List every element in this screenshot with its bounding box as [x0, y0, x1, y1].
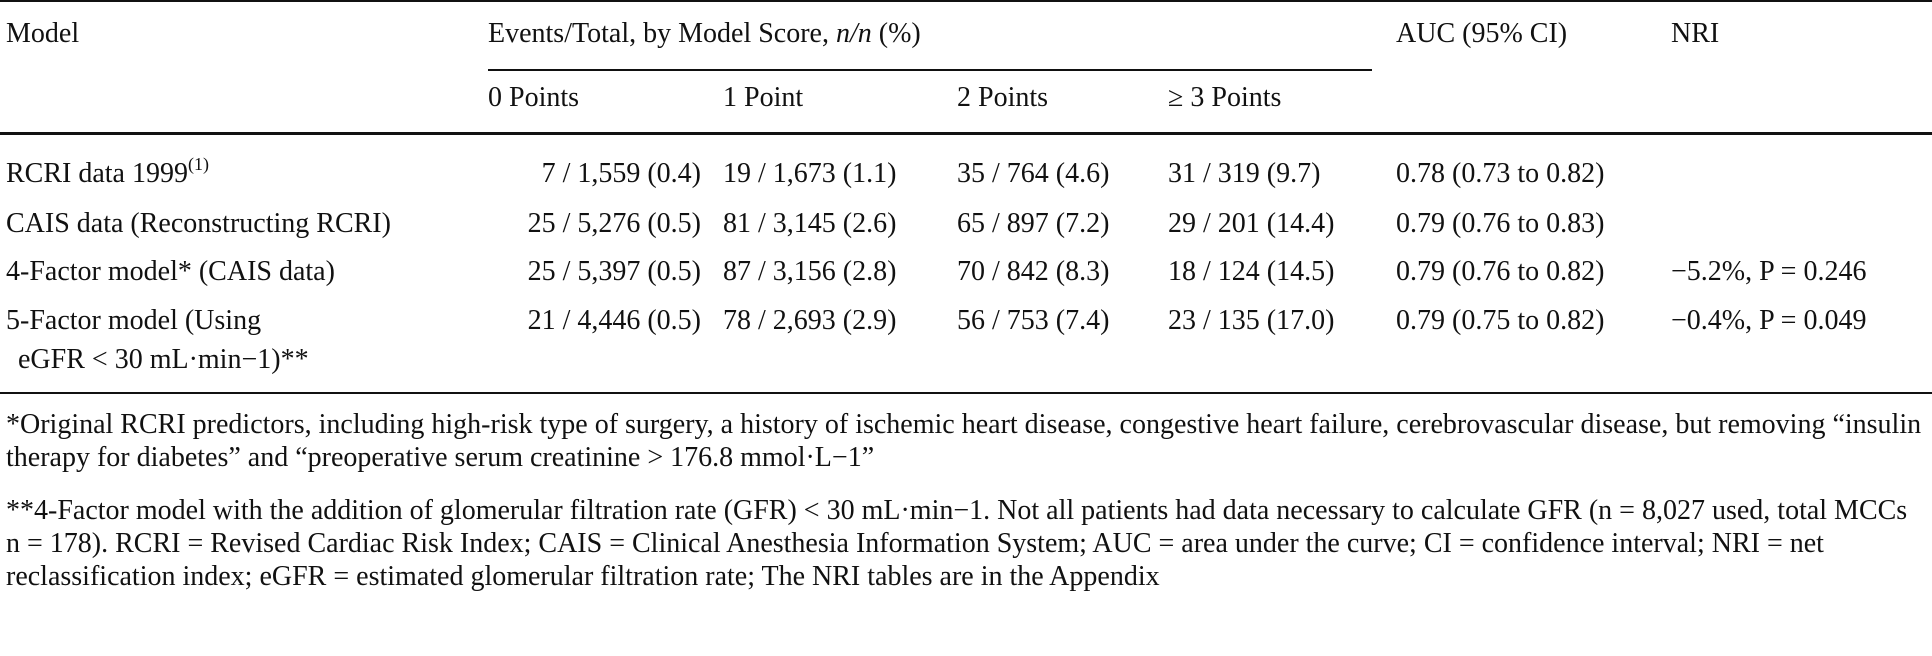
header-events-group: Events/Total, by Model Score, n/n (%)	[488, 18, 921, 49]
footnote-2: **4-Factor model with the addition of gl…	[6, 495, 1908, 592]
row-4-auc: 0.79 (0.75 to 0.82)	[1396, 305, 1605, 336]
row-2-cell-2: 65 / 897 (7.2)	[957, 208, 1110, 239]
row-3-cell-2: 70 / 842 (8.3)	[957, 256, 1110, 287]
row-3-model: 4-Factor model* (CAIS data)	[6, 256, 335, 287]
header-score-0: 0 Points	[488, 82, 580, 113]
body-bottom-rule	[0, 392, 1932, 394]
row-2-cell-0: 25 / 5,276 (0.5)	[527, 208, 701, 239]
row-3-nri: −5.2%, P = 0.246	[1671, 256, 1867, 287]
row-2-cell-1: 81 / 3,145 (2.6)	[723, 208, 897, 239]
header-score-2: 2 Points	[957, 82, 1049, 113]
row-1-cell-3: 31 / 319 (9.7)	[1168, 158, 1321, 189]
row-3-cell-0: 25 / 5,397 (0.5)	[527, 256, 701, 287]
header-auc: AUC (95% CI)	[1396, 18, 1568, 49]
row-3-cell-1: 87 / 3,156 (2.8)	[723, 256, 897, 287]
row-4-cell-0: 21 / 4,446 (0.5)	[527, 305, 701, 336]
row-2-model: CAIS data (Reconstructing RCRI)	[6, 208, 391, 239]
row-1-cell-2: 35 / 764 (4.6)	[957, 158, 1110, 189]
row-4-model-line2: eGFR < 30 mL·min−1)**	[18, 344, 309, 375]
row-1-cell-1: 19 / 1,673 (1.1)	[723, 158, 897, 189]
row-4-cell-1: 78 / 2,693 (2.9)	[723, 305, 897, 336]
row-2-cell-3: 29 / 201 (14.4)	[1168, 208, 1335, 239]
row-4-model: 5-Factor model (Using	[6, 305, 262, 336]
header-nri: NRI	[1671, 18, 1720, 49]
row-4-cell-3: 23 / 135 (17.0)	[1168, 305, 1335, 336]
top-rule	[0, 0, 1932, 2]
footnote-1: *Original RCRI predictors, including hig…	[6, 409, 1922, 473]
header-score-1: 1 Point	[723, 82, 804, 113]
row-1-cell-0: 7 / 1,559 (0.4)	[541, 158, 701, 189]
row-4-cell-2: 56 / 753 (7.4)	[957, 305, 1110, 336]
row-3-auc: 0.79 (0.76 to 0.82)	[1396, 256, 1605, 287]
row-1-auc: 0.78 (0.73 to 0.82)	[1396, 158, 1605, 189]
row-3-cell-3: 18 / 124 (14.5)	[1168, 256, 1335, 287]
header-model: Model	[6, 18, 80, 49]
header-score-3: ≥ 3 Points	[1168, 82, 1282, 113]
row-1-model: RCRI data 1999(1)	[6, 154, 209, 189]
row-4-nri: −0.4%, P = 0.049	[1671, 305, 1867, 336]
header-rule	[0, 132, 1932, 135]
row-2-auc: 0.79 (0.76 to 0.83)	[1396, 208, 1605, 239]
group-underline	[488, 69, 1372, 71]
